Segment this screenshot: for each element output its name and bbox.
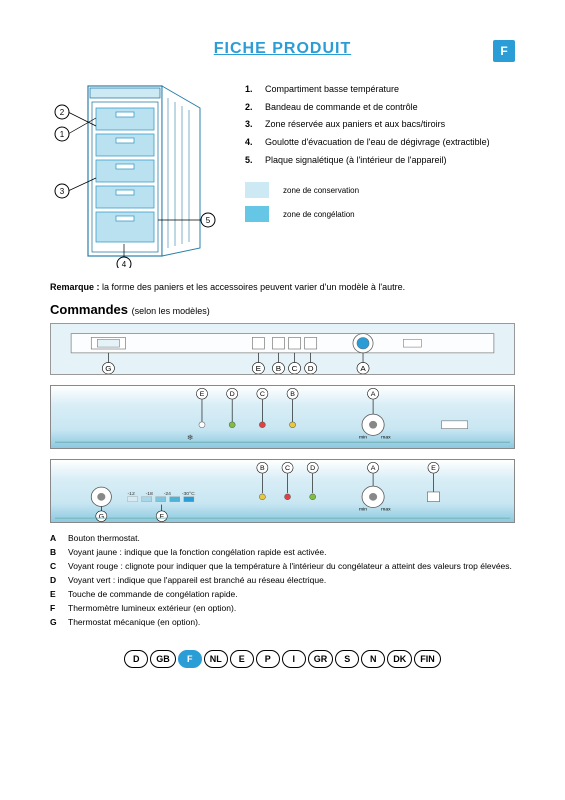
page-title: FICHE PRODUIT	[214, 40, 351, 58]
svg-text:D: D	[230, 391, 235, 398]
svg-text:-18: -18	[146, 491, 154, 497]
svg-text:1: 1	[60, 130, 65, 139]
legend-item: 5.Plaque signalétique (à l'intérieur de …	[245, 155, 515, 167]
language-pill-fin[interactable]: FIN	[414, 650, 441, 668]
svg-text:A: A	[371, 465, 376, 472]
commandes-heading: Commandes (selon les modèles)	[50, 302, 515, 317]
svg-text:3: 3	[60, 187, 65, 196]
language-pill-d[interactable]: D	[124, 650, 148, 668]
language-pill-f[interactable]: F	[178, 650, 202, 668]
language-badge: F	[493, 40, 515, 62]
svg-text:E: E	[256, 364, 261, 373]
zone-legend: zone de conservation zone de congélation	[245, 182, 515, 222]
svg-text:C: C	[285, 465, 290, 472]
definition-item: DVoyant vert : indique que l'appareil es…	[50, 575, 515, 586]
fridge-diagram: 1 2 3 4 5	[50, 78, 220, 268]
parts-legend: 1.Compartiment basse température 2.Bandea…	[245, 78, 515, 268]
svg-text:B: B	[276, 364, 281, 373]
svg-text:-24: -24	[164, 491, 172, 497]
language-pill-p[interactable]: P	[256, 650, 280, 668]
svg-text:min: min	[359, 506, 367, 512]
legend-item: 4.Goulotte d'évacuation de l'eau de dégi…	[245, 137, 515, 149]
svg-text:D: D	[308, 364, 314, 373]
svg-text:A: A	[371, 391, 376, 398]
svg-text:C: C	[260, 391, 265, 398]
svg-text:A: A	[360, 364, 366, 373]
zone-row: zone de congélation	[245, 206, 515, 222]
language-pill-i[interactable]: I	[282, 650, 306, 668]
svg-text:D: D	[310, 465, 315, 472]
definitions-list: ABouton thermostat. BVoyant jaune : indiq…	[50, 533, 515, 628]
language-pill-gb[interactable]: GB	[150, 650, 176, 668]
svg-text:F: F	[160, 514, 164, 521]
control-panel-1: G E B C D A	[50, 323, 515, 375]
definition-item: ETouche de commande de congélation rapid…	[50, 589, 515, 600]
language-pill-dk[interactable]: DK	[387, 650, 412, 668]
control-panel-3: B C D A E -12 -18 -24 -30°C min max	[50, 459, 515, 523]
svg-text:C: C	[292, 364, 298, 373]
language-pill-n[interactable]: N	[361, 650, 385, 668]
zone-row: zone de conservation	[245, 182, 515, 198]
control-panel-2: E D C B A min max ❄	[50, 385, 515, 449]
svg-text:❄: ❄	[187, 433, 194, 442]
definition-item: FThermomètre lumineux extérieur (en opti…	[50, 603, 515, 614]
legend-item: 3.Zone réservée aux paniers et aux bacs/…	[245, 119, 515, 131]
language-pill-nl[interactable]: NL	[204, 650, 228, 668]
definition-item: BVoyant jaune : indique que la fonction …	[50, 547, 515, 558]
svg-text:max: max	[381, 435, 391, 440]
svg-text:E: E	[200, 391, 205, 398]
language-selector: DGBFNLEPIGRSNDKFIN	[50, 650, 515, 668]
svg-text:G: G	[105, 364, 111, 373]
remark-text: Remarque : la forme des paniers et les a…	[50, 282, 515, 292]
svg-text:4: 4	[122, 260, 127, 268]
svg-text:B: B	[290, 391, 295, 398]
definition-item: CVoyant rouge : clignote pour indiquer q…	[50, 561, 515, 572]
svg-text:B: B	[260, 465, 265, 472]
language-pill-e[interactable]: E	[230, 650, 254, 668]
language-pill-s[interactable]: S	[335, 650, 359, 668]
definition-item: GThermostat mécanique (en option).	[50, 617, 515, 628]
language-pill-gr[interactable]: GR	[308, 650, 334, 668]
svg-text:E: E	[431, 465, 436, 472]
legend-item: 2.Bandeau de commande et de contrôle	[245, 102, 515, 114]
svg-text:min: min	[359, 434, 367, 440]
definition-item: ABouton thermostat.	[50, 533, 515, 544]
svg-text:5: 5	[206, 216, 211, 225]
svg-text:-30°C: -30°C	[182, 491, 195, 497]
svg-text:2: 2	[60, 108, 65, 117]
svg-text:G: G	[99, 514, 104, 521]
svg-text:-12: -12	[127, 491, 135, 497]
legend-item: 1.Compartiment basse température	[245, 84, 515, 96]
svg-text:max: max	[381, 507, 391, 512]
